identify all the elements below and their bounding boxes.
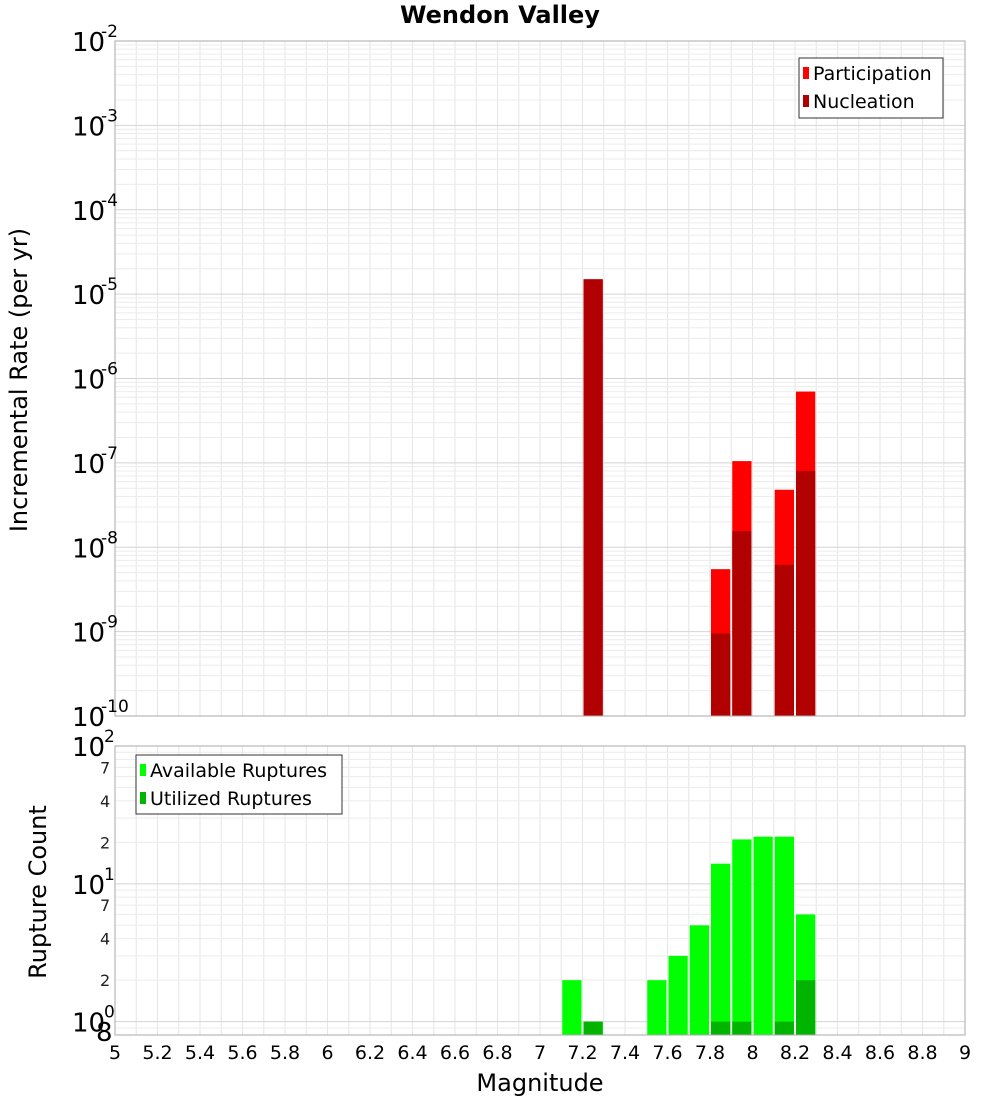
x-tick-label: 5.6 (227, 1042, 257, 1064)
chart-title: Wendon Valley (400, 1, 600, 29)
available-ruptures-bar (753, 836, 773, 1035)
bottom-y-minor-tick-label: 2 (100, 971, 110, 990)
utilized-ruptures-bar (711, 1021, 731, 1035)
utilized-ruptures-bar (583, 1021, 603, 1035)
legend-label-nucleation: Nucleation (813, 91, 915, 113)
top-plot-bars (583, 279, 816, 716)
utilized-ruptures-bar (796, 980, 816, 1035)
bottom-y-minor-tick-label: 7 (100, 758, 110, 777)
bottom-y-tick-base: 10 (72, 1009, 105, 1039)
top-y-tick-exponent: -9 (101, 613, 118, 633)
available-ruptures-bar (774, 836, 794, 1035)
x-tick-label: 7.2 (567, 1042, 597, 1064)
x-tick-label: 8.6 (865, 1042, 895, 1064)
x-tick-label: 5.8 (270, 1042, 300, 1064)
x-tick-label: 7.8 (695, 1042, 725, 1064)
bottom-y-tick-exponent: 2 (104, 727, 115, 747)
x-tick-label: 6 (321, 1042, 333, 1064)
bottom-y-minor-tick-label: 4 (100, 792, 110, 811)
bottom-y-tick-base: 10 (72, 733, 105, 763)
top-y-tick-exponent: -7 (101, 444, 118, 464)
top-y-tick-exponent: -6 (101, 360, 118, 380)
top-plot-grid (114, 41, 966, 717)
legend-label-available: Available Ruptures (150, 760, 327, 782)
available-ruptures-bar (668, 955, 688, 1035)
bottom-legend: Available Ruptures Utilized Ruptures (135, 754, 343, 815)
top-y-tick-exponent: -4 (101, 191, 118, 211)
top-y-tick-base: 10 (72, 450, 105, 480)
x-axis-label: Magnitude (476, 1069, 603, 1097)
top-y-tick-exponent: -5 (101, 275, 118, 295)
available-ruptures-bar (711, 863, 731, 1035)
x-tick-label: 7 (534, 1042, 546, 1064)
top-y-tick-base: 10 (72, 534, 105, 564)
top-y-axis-label: Incremental Rate (per yr) (5, 228, 33, 532)
legend-swatch-participation (803, 67, 809, 79)
top-legend: Participation Nucleation (798, 57, 944, 119)
top-y-tick-base: 10 (72, 197, 105, 227)
bottom-plot-bars (562, 836, 816, 1035)
top-y-tick-base: 10 (72, 366, 105, 396)
top-y-tick-exponent: -2 (101, 22, 118, 42)
x-tick-label: 5.4 (185, 1042, 215, 1064)
x-tick-label: 5.2 (142, 1042, 172, 1064)
available-ruptures-bar (689, 925, 709, 1035)
top-y-tick-base: 10 (72, 28, 105, 58)
top-y-tick-base: 10 (72, 703, 105, 733)
legend-label-participation: Participation (813, 63, 932, 85)
nucleation-bar (711, 633, 731, 716)
utilized-ruptures-bar (774, 1021, 794, 1035)
available-ruptures-bar (647, 980, 667, 1035)
legend-swatch-nucleation (803, 95, 809, 107)
x-tick-label: 8 (746, 1042, 758, 1064)
nucleation-bar (796, 471, 816, 716)
top-y-tick-base: 10 (72, 281, 105, 311)
top-y-tick-base: 10 (72, 619, 105, 649)
top-plot-frame (114, 40, 966, 717)
legend-label-utilized: Utilized Ruptures (150, 788, 312, 810)
x-tick-label: 7.4 (610, 1042, 640, 1064)
x-tick-label: 9 (959, 1042, 971, 1064)
available-ruptures-bar (732, 839, 752, 1035)
bottom-y-minor-tick-label: 7 (100, 896, 110, 915)
top-y-tick-exponent: -3 (101, 106, 118, 126)
bottom-y-axis-label: Rupture Count (24, 805, 52, 979)
x-tick-label: 6.2 (355, 1042, 385, 1064)
x-tick-label: 8.4 (822, 1042, 852, 1064)
x-tick-label: 8.2 (780, 1042, 810, 1064)
x-tick-label: 7.6 (652, 1042, 682, 1064)
top-y-tick-base: 10 (72, 112, 105, 142)
bottom-y-tick-exponent: 1 (104, 865, 115, 885)
x-tick-label: 8.8 (907, 1042, 937, 1064)
bottom-y-minor-tick-label: 4 (100, 930, 110, 949)
legend-swatch-utilized (140, 792, 146, 804)
x-tick-label: 5 (109, 1042, 121, 1064)
top-y-tick-exponent: -10 (101, 697, 129, 717)
nucleation-bar (732, 531, 752, 716)
x-tick-label: 6.6 (440, 1042, 470, 1064)
bottom-plot-frame (114, 745, 966, 1036)
x-tick-labels: 5 5.2 5.4 5.6 5.8 6 6.2 6.4 6.6 6.8 7 7.2 7.4 7.6 7.8 8… (109, 1042, 971, 1064)
top-y-tick-exponent: -8 (101, 528, 118, 548)
top-y-tick-labels: 10-210-310-410-510-610-710-810-910-10 (72, 22, 129, 733)
bottom-y-minor-tick-label: 2 (100, 833, 110, 852)
bottom-y-tick-base: 10 (72, 871, 105, 901)
bottom-y-minor-tick-label: 8 (96, 1018, 113, 1048)
utilized-ruptures-bar (732, 1021, 752, 1035)
nucleation-bar (583, 279, 603, 716)
legend-swatch-available (140, 764, 146, 776)
x-tick-label: 6.4 (397, 1042, 427, 1064)
bottom-y-tick-exponent: 0 (104, 1003, 115, 1023)
available-ruptures-bar (562, 980, 582, 1035)
nucleation-bar (774, 564, 794, 716)
x-tick-label: 6.8 (482, 1042, 512, 1064)
